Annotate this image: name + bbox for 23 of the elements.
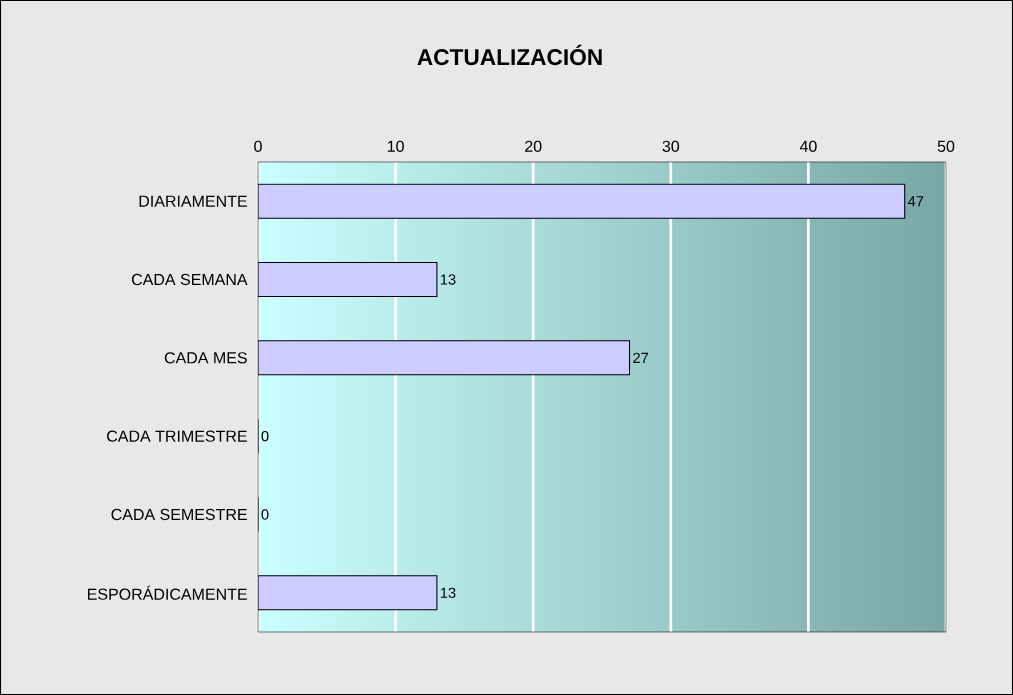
data-label: 27 bbox=[633, 352, 649, 363]
y-tick-label: CADA MES bbox=[164, 352, 247, 364]
x-tick-label: 50 bbox=[937, 140, 955, 152]
data-label: 0 bbox=[261, 430, 269, 442]
data-label: 0 bbox=[261, 509, 269, 520]
y-tick-label: CADA TRIMESTRE bbox=[107, 430, 247, 442]
x-tick-label: 40 bbox=[799, 140, 817, 152]
x-tick-label: 10 bbox=[387, 140, 404, 152]
data-label: 13 bbox=[440, 274, 456, 285]
bar bbox=[258, 340, 631, 376]
y-tick-label: ESPORÁDICAMENTE bbox=[88, 585, 247, 600]
x-tick-label: 20 bbox=[525, 140, 542, 152]
y-tick-label: CADA SEMANA bbox=[131, 273, 248, 286]
y-tick-label: CADA SEMESTRE bbox=[111, 508, 247, 521]
x-tick-label: 30 bbox=[662, 140, 680, 152]
y-tick-label: DIARIAMENTE bbox=[139, 195, 247, 207]
data-label: 13 bbox=[440, 587, 456, 599]
chart-title: ACTUALIZACIÓN bbox=[417, 44, 602, 66]
x-tick-label: 0 bbox=[254, 140, 262, 152]
bar bbox=[258, 261, 438, 298]
bar bbox=[258, 183, 906, 219]
data-label: 47 bbox=[907, 196, 924, 207]
bar bbox=[258, 575, 438, 611]
